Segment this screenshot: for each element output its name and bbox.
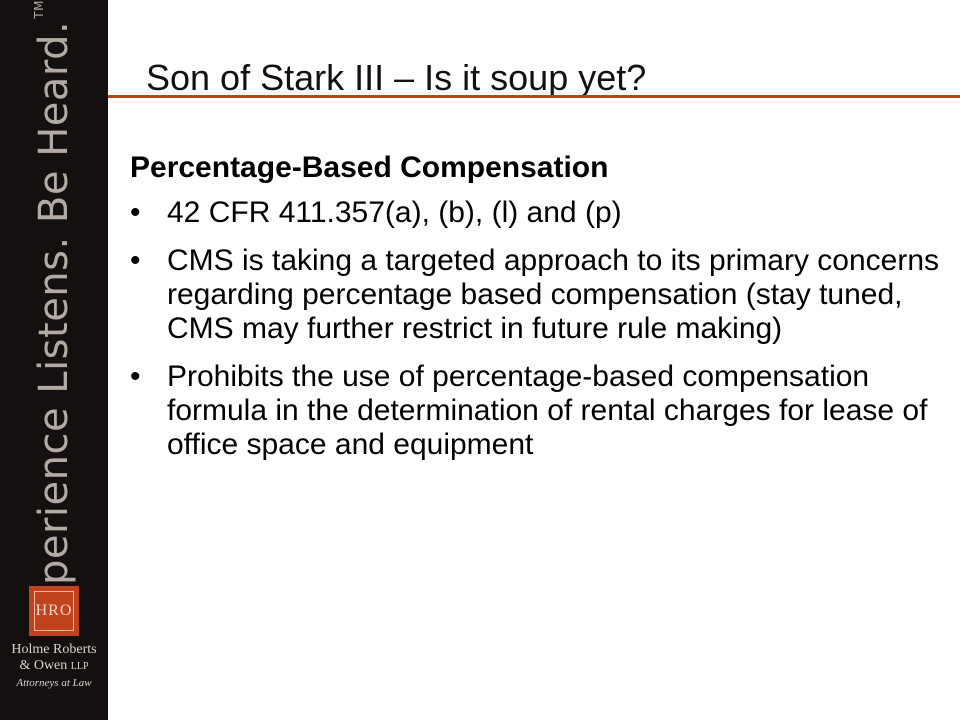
- sidebar-panel: Experience Listens. Be Heard.TM HRO Holm…: [0, 0, 108, 720]
- firm-name: Holme Roberts & Owen LLP: [4, 642, 104, 675]
- title-underline: [108, 95, 960, 98]
- bullet-item: • Prohibits the use of percentage-based …: [130, 360, 940, 462]
- bullet-text: CMS is taking a targeted approach to its…: [167, 244, 940, 345]
- bullet-marker: •: [130, 196, 141, 229]
- firm-name-line1: Holme Roberts: [11, 642, 97, 657]
- tagline: Experience Listens. Be Heard.TM: [29, 0, 79, 635]
- bullet-item: • 42 CFR 411.357(a), (b), (l) and (p): [130, 196, 940, 230]
- bullet-marker: •: [130, 360, 141, 393]
- tagline-text: Experience Listens. Be Heard.: [31, 20, 77, 635]
- firm-name-line2: & Owen: [19, 658, 68, 673]
- section-heading: Percentage-Based Compensation: [130, 151, 609, 184]
- firm-logo-text: HRO: [34, 591, 74, 631]
- slide-title: Son of Stark III – Is it soup yet?: [146, 57, 647, 98]
- trademark-mark: TM: [32, 0, 46, 19]
- firm-name-line2-wrap: & Owen LLP: [4, 658, 104, 675]
- firm-name-suffix: LLP: [70, 661, 89, 672]
- bullet-text: Prohibits the use of percentage-based co…: [167, 360, 928, 461]
- bullet-item: • CMS is taking a targeted approach to i…: [130, 244, 940, 346]
- firm-subtitle: Attorneys at Law: [16, 677, 92, 689]
- bullet-list: • 42 CFR 411.357(a), (b), (l) and (p) • …: [130, 196, 940, 476]
- bullet-text: 42 CFR 411.357(a), (b), (l) and (p): [167, 196, 622, 229]
- bullet-marker: •: [130, 244, 141, 277]
- firm-logo: HRO: [29, 586, 79, 636]
